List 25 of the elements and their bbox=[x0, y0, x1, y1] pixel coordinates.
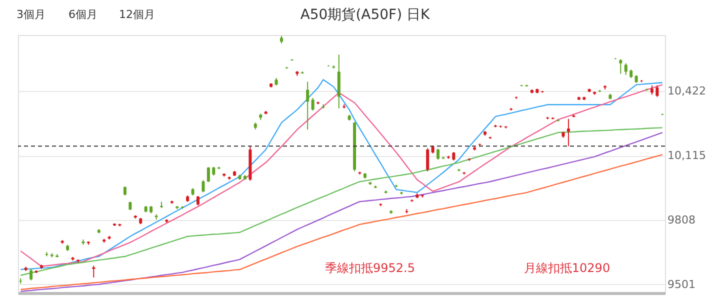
candlestick bbox=[123, 186, 126, 196]
text: 3個月 bbox=[16, 8, 46, 21]
candlestick bbox=[206, 166, 210, 182]
annotation: 月線扣抵10290 bbox=[524, 261, 610, 275]
y-tick-label: 10,115 bbox=[668, 149, 706, 162]
candlestick bbox=[311, 97, 314, 112]
text: 6個月 bbox=[68, 8, 98, 21]
candlestick bbox=[566, 118, 570, 147]
y-tick-label: 9501 bbox=[668, 278, 696, 291]
candlestick bbox=[30, 268, 33, 281]
candlestick bbox=[619, 58, 622, 74]
y-tick-label: 10,422 bbox=[668, 84, 706, 98]
text: 12個月 bbox=[119, 8, 155, 21]
candlestick bbox=[426, 148, 430, 172]
candlestick bbox=[436, 148, 440, 160]
candlestick bbox=[656, 84, 659, 98]
candlestick bbox=[196, 196, 200, 206]
candlestick bbox=[306, 81, 310, 130]
candlestick bbox=[624, 62, 628, 76]
candlestick bbox=[650, 84, 654, 96]
chart-title: A50期貨(A50F) 日K bbox=[300, 7, 431, 23]
annotation: 季線扣抵9952.5 bbox=[325, 261, 415, 275]
candlestick bbox=[202, 180, 205, 193]
candlestick bbox=[92, 265, 96, 278]
y-tick-label: 9808 bbox=[668, 214, 696, 227]
